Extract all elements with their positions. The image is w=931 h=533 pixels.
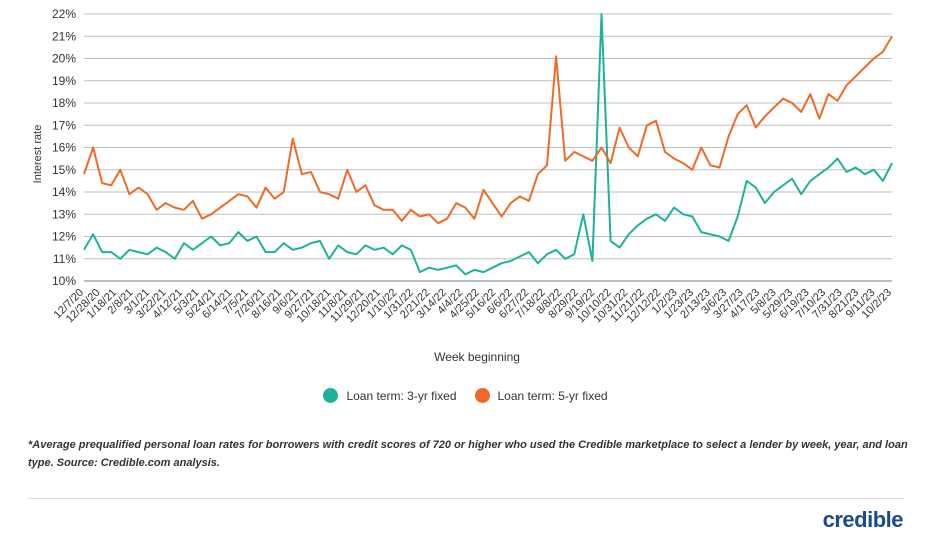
legend-swatch-5yr	[474, 388, 490, 403]
y-tick-label: 20%	[52, 52, 76, 66]
y-axis-label: Interest rate	[32, 125, 44, 184]
y-tick-label: 13%	[52, 207, 76, 221]
y-tick-label: 17%	[52, 118, 76, 132]
y-tick-label: 11%	[53, 252, 76, 266]
x-axis: 12/7/2012/28/201/18/212/8/213/1/213/22/2…	[52, 287, 894, 326]
series-lines	[83, 13, 893, 276]
x-axis-label: Week beginning	[434, 350, 520, 364]
credible-logo: credible	[822, 507, 904, 532]
y-tick-label: 15%	[52, 163, 76, 177]
y-tick-label: 21%	[52, 29, 76, 43]
y-tick-label: 19%	[52, 74, 76, 88]
legend: Loan term: 3-yr fixed Loan term: 5-yr fi…	[0, 388, 931, 403]
footnote: *Average prequalified personal loan rate…	[28, 439, 908, 469]
grid-lines	[84, 13, 892, 282]
y-tick-label: 14%	[52, 185, 76, 199]
y-tick-label: 16%	[52, 141, 76, 155]
legend-swatch-3yr	[323, 388, 339, 403]
line-chart: 10%11%12%13%14%15%16%17%18%19%20%21%22% …	[32, 7, 894, 364]
legend-label-3yr: Loan term: 3-yr fixed	[346, 388, 457, 403]
legend-item-5yr: Loan term: 5-yr fixed	[474, 388, 608, 403]
y-tick-label: 22%	[52, 7, 76, 21]
y-axis: 10% 11% 12% 13% 14% 15% 16% 17% 18% 19% 20% 21% 22%	[52, 7, 76, 288]
legend-label-5yr: Loan term: 5-yr fixed	[497, 388, 608, 403]
y-tick-label: 10%	[52, 274, 76, 288]
series-line-3yr	[83, 13, 893, 276]
divider	[28, 498, 904, 499]
legend-item-3yr: Loan term: 3-yr fixed	[323, 388, 457, 403]
y-tick-label: 18%	[52, 96, 76, 110]
y-tick-label: 12%	[52, 230, 76, 244]
series-line-5yr	[83, 35, 893, 225]
